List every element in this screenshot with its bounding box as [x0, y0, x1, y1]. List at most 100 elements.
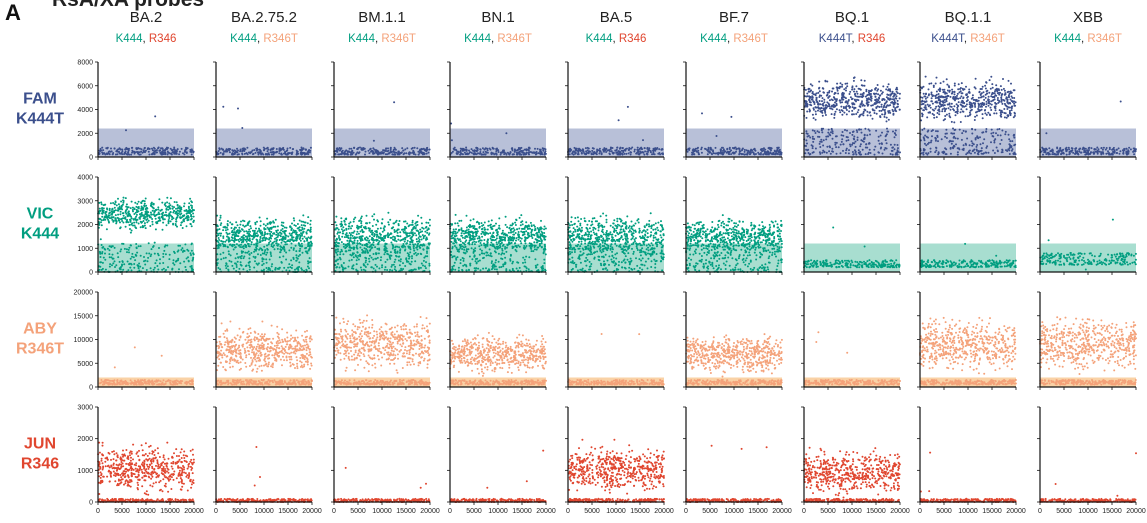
data-point — [988, 79, 991, 82]
data-point — [159, 258, 161, 261]
data-point — [808, 97, 811, 99]
data-point — [423, 149, 426, 152]
column-title: BM.1.1 — [358, 9, 406, 26]
data-point — [288, 249, 291, 252]
data-point — [741, 147, 744, 150]
data-point — [190, 225, 193, 228]
data-point — [282, 225, 285, 228]
data-point — [307, 216, 310, 219]
data-point — [953, 109, 955, 112]
data-point — [982, 95, 985, 98]
data-point — [243, 225, 246, 228]
data-point — [814, 113, 817, 116]
data-point — [828, 150, 831, 153]
data-point — [1010, 109, 1013, 112]
data-point — [364, 269, 367, 272]
data-point — [627, 152, 630, 155]
data-point — [827, 131, 830, 134]
data-point — [256, 240, 259, 243]
data-point — [842, 92, 845, 95]
data-point — [275, 229, 278, 232]
data-point — [965, 100, 968, 103]
data-point — [391, 153, 394, 156]
data-point — [250, 227, 252, 230]
data-point — [192, 212, 195, 215]
data-point — [753, 153, 756, 156]
data-point — [854, 145, 857, 148]
data-point — [187, 256, 189, 259]
data-point — [961, 132, 964, 135]
data-point — [300, 267, 303, 270]
data-point — [239, 246, 242, 248]
data-point — [738, 148, 741, 151]
data-point — [373, 148, 376, 151]
data-point — [383, 268, 386, 271]
data-point — [268, 238, 270, 241]
data-point — [291, 151, 294, 154]
data-point — [628, 147, 631, 149]
data-point — [263, 245, 266, 248]
data-point — [811, 84, 814, 87]
data-point — [259, 237, 262, 239]
data-point — [780, 153, 783, 156]
data-point — [1002, 78, 1004, 80]
data-point — [386, 258, 389, 261]
data-point — [866, 110, 869, 113]
data-point — [636, 148, 639, 151]
data-point — [885, 96, 888, 99]
data-point — [950, 102, 953, 105]
data-point — [933, 116, 936, 119]
data-point — [144, 197, 147, 200]
data-point — [255, 242, 258, 245]
data-point — [805, 105, 808, 108]
data-point — [138, 262, 141, 265]
data-point — [241, 152, 244, 155]
data-point — [842, 143, 845, 146]
y-tick-label: 4000 — [77, 107, 93, 114]
data-point — [295, 267, 298, 270]
data-point — [948, 112, 951, 115]
data-point — [192, 215, 195, 218]
data-point — [938, 110, 941, 113]
data-point — [238, 240, 241, 243]
data-point — [338, 149, 341, 152]
data-point — [860, 153, 863, 156]
data-point — [952, 127, 954, 130]
data-point — [233, 240, 236, 243]
data-point — [139, 226, 142, 229]
data-point — [707, 147, 710, 150]
data-point — [848, 149, 850, 152]
data-point — [951, 140, 954, 143]
data-point — [883, 115, 886, 118]
data-point — [819, 107, 822, 110]
data-point — [185, 151, 188, 154]
data-point — [305, 268, 308, 271]
data-point — [824, 107, 827, 110]
data-point — [413, 268, 416, 271]
data-point — [230, 223, 233, 226]
data-point — [540, 150, 542, 153]
data-point — [721, 151, 724, 154]
data-point — [813, 103, 816, 105]
data-point — [1128, 146, 1131, 149]
data-point — [110, 246, 113, 249]
data-point — [286, 147, 289, 150]
data-point — [937, 93, 940, 95]
data-point — [841, 131, 844, 133]
data-point — [259, 150, 262, 152]
data-point — [934, 139, 937, 142]
data-point — [372, 139, 375, 142]
data-point — [280, 246, 283, 249]
data-point — [1118, 152, 1121, 155]
data-point — [126, 214, 129, 217]
data-point — [1096, 146, 1099, 149]
data-point — [399, 258, 402, 261]
data-point — [248, 266, 251, 268]
data-point — [100, 149, 103, 152]
data-point — [1005, 105, 1008, 107]
data-point — [254, 223, 257, 226]
data-point — [189, 265, 192, 268]
data-point — [292, 217, 295, 220]
data-point — [175, 220, 178, 223]
data-point — [402, 149, 405, 152]
